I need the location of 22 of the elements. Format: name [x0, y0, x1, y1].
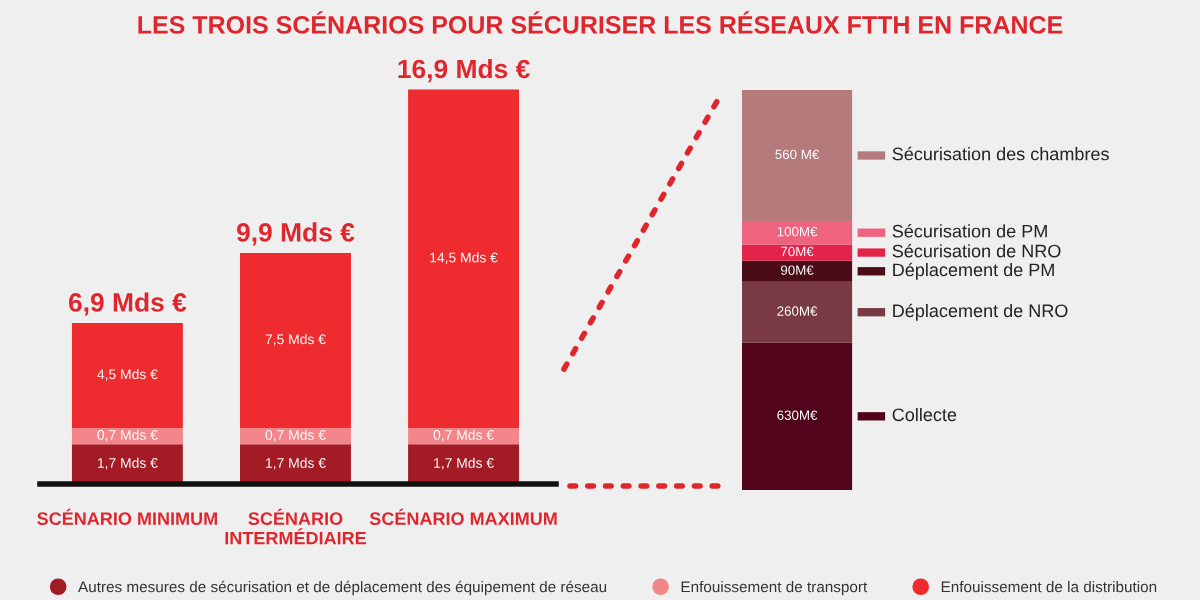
bar: [742, 244, 853, 261]
bar: [742, 90, 853, 221]
legend-label: Sécurisation de NRO: [892, 243, 1061, 258]
bar: [742, 342, 853, 490]
bar: [742, 260, 853, 282]
legend-label: Sécurisation des chambres: [892, 146, 1109, 161]
legend-label: Sécurisation de PM: [892, 224, 1047, 238]
x-tick-label: SCÉNARIO MAXIMUM: [369, 508, 557, 526]
x-tick-label: SCÉNARIO MINIMUM: [37, 508, 217, 526]
bar: [240, 252, 351, 428]
bar: [408, 89, 520, 428]
chart-title: LES TROIS SCÉNARIOS POUR SÉCURISER LES RÉSEAUX FTTH EN FRANCE: [138, 11, 1063, 34]
total-label: 16,9 Mds €: [398, 58, 530, 83]
total-label: 9,9 Mds €: [237, 222, 355, 246]
bar: [71, 322, 183, 428]
bar: [742, 281, 853, 343]
legend-label: Déplacement de NRO: [893, 303, 1068, 321]
total-label: 6,9 Mds €: [68, 292, 187, 316]
x-tick-label: SCÉNARIO INTERMÉDIAIRE: [225, 508, 366, 545]
legend-label: Déplacement de PM: [893, 262, 1054, 280]
legend-label: Collecte: [892, 407, 957, 422]
bar: [742, 220, 853, 245]
